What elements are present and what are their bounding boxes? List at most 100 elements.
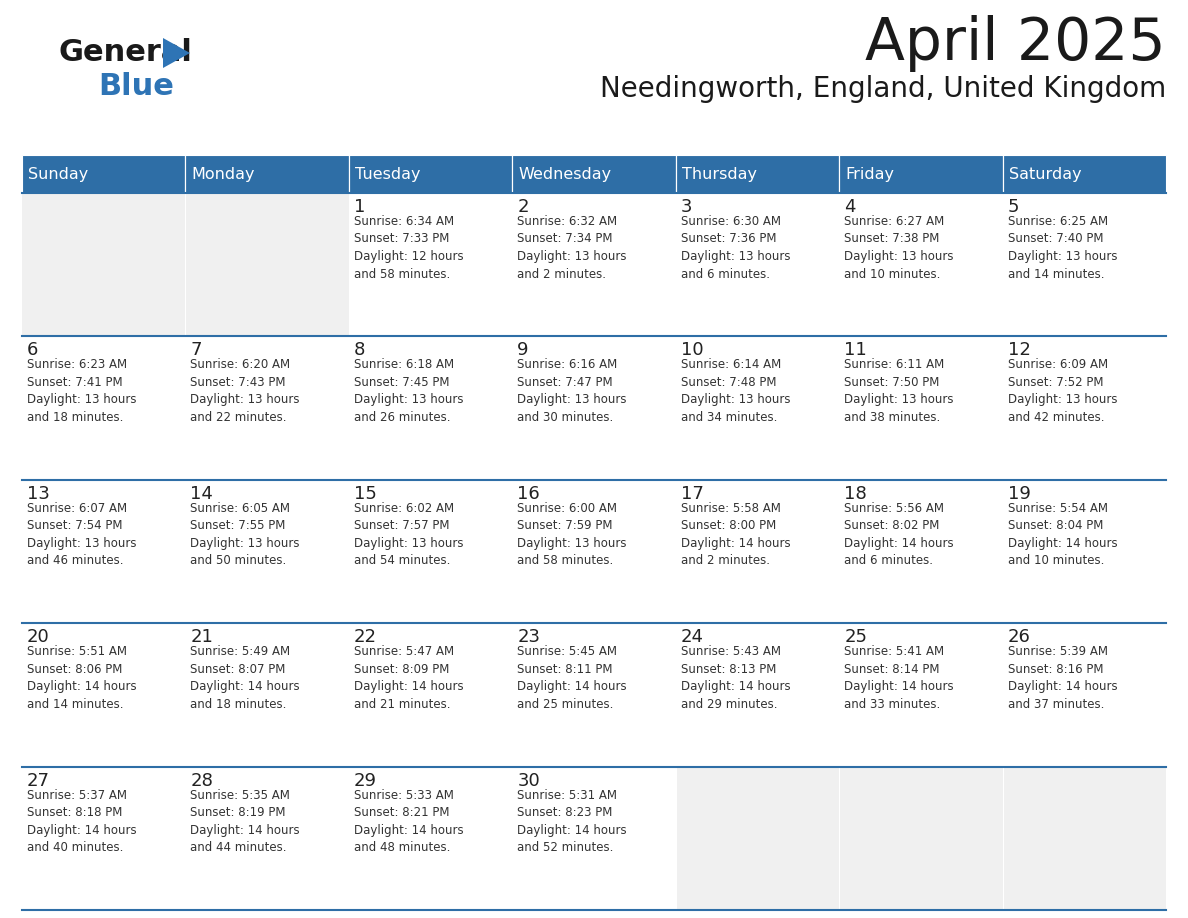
Bar (23, 480, 185, 623)
Bar (349, 155, 512, 193)
Text: 19: 19 (1007, 485, 1030, 503)
Bar (839, 155, 1003, 193)
Text: Sunrise: 6:11 AM
Sunset: 7:50 PM
Daylight: 13 hours
and 38 minutes.: Sunrise: 6:11 AM Sunset: 7:50 PM Dayligh… (845, 358, 954, 424)
Text: 1: 1 (354, 198, 365, 216)
Bar (676, 193, 839, 336)
Bar (185, 623, 349, 767)
Text: 21: 21 (190, 628, 214, 646)
Bar (512, 767, 676, 910)
Text: Wednesday: Wednesday (518, 166, 612, 182)
Text: 18: 18 (845, 485, 867, 503)
Text: 10: 10 (681, 341, 703, 360)
Text: Sunrise: 6:02 AM
Sunset: 7:57 PM
Daylight: 13 hours
and 54 minutes.: Sunrise: 6:02 AM Sunset: 7:57 PM Dayligh… (354, 502, 463, 567)
Text: 25: 25 (845, 628, 867, 646)
Text: Sunrise: 5:56 AM
Sunset: 8:02 PM
Daylight: 14 hours
and 6 minutes.: Sunrise: 5:56 AM Sunset: 8:02 PM Dayligh… (845, 502, 954, 567)
Text: Sunrise: 5:58 AM
Sunset: 8:00 PM
Daylight: 14 hours
and 2 minutes.: Sunrise: 5:58 AM Sunset: 8:00 PM Dayligh… (681, 502, 790, 567)
Bar (512, 155, 676, 193)
Text: 29: 29 (354, 772, 377, 789)
Text: 28: 28 (190, 772, 214, 789)
Text: Sunrise: 5:33 AM
Sunset: 8:21 PM
Daylight: 14 hours
and 48 minutes.: Sunrise: 5:33 AM Sunset: 8:21 PM Dayligh… (354, 789, 463, 854)
Text: Sunrise: 6:05 AM
Sunset: 7:55 PM
Daylight: 13 hours
and 50 minutes.: Sunrise: 6:05 AM Sunset: 7:55 PM Dayligh… (190, 502, 299, 567)
Text: 16: 16 (517, 485, 541, 503)
Text: 22: 22 (354, 628, 377, 646)
Text: Sunrise: 6:09 AM
Sunset: 7:52 PM
Daylight: 13 hours
and 42 minutes.: Sunrise: 6:09 AM Sunset: 7:52 PM Dayligh… (1007, 358, 1117, 424)
Text: 3: 3 (681, 198, 693, 216)
Text: Sunrise: 5:35 AM
Sunset: 8:19 PM
Daylight: 14 hours
and 44 minutes.: Sunrise: 5:35 AM Sunset: 8:19 PM Dayligh… (190, 789, 301, 854)
Bar (676, 336, 839, 480)
Bar (839, 767, 1003, 910)
Text: Sunrise: 6:27 AM
Sunset: 7:38 PM
Daylight: 13 hours
and 10 minutes.: Sunrise: 6:27 AM Sunset: 7:38 PM Dayligh… (845, 215, 954, 281)
Bar (676, 480, 839, 623)
Text: Sunday: Sunday (29, 166, 88, 182)
Bar (1003, 767, 1165, 910)
Bar (676, 767, 839, 910)
Text: 26: 26 (1007, 628, 1030, 646)
Text: Monday: Monday (191, 166, 255, 182)
Text: 12: 12 (1007, 341, 1030, 360)
Text: 8: 8 (354, 341, 365, 360)
Text: Blue: Blue (97, 72, 173, 101)
Text: 4: 4 (845, 198, 855, 216)
Text: Sunrise: 5:41 AM
Sunset: 8:14 PM
Daylight: 14 hours
and 33 minutes.: Sunrise: 5:41 AM Sunset: 8:14 PM Dayligh… (845, 645, 954, 711)
Text: Sunrise: 5:49 AM
Sunset: 8:07 PM
Daylight: 14 hours
and 18 minutes.: Sunrise: 5:49 AM Sunset: 8:07 PM Dayligh… (190, 645, 301, 711)
Bar (349, 767, 512, 910)
Bar (839, 336, 1003, 480)
Bar (185, 155, 349, 193)
Text: Thursday: Thursday (682, 166, 757, 182)
Text: 24: 24 (681, 628, 703, 646)
Text: Sunrise: 6:23 AM
Sunset: 7:41 PM
Daylight: 13 hours
and 18 minutes.: Sunrise: 6:23 AM Sunset: 7:41 PM Dayligh… (27, 358, 137, 424)
Bar (839, 480, 1003, 623)
Text: 2: 2 (517, 198, 529, 216)
Bar (1003, 155, 1165, 193)
Text: 5: 5 (1007, 198, 1019, 216)
Bar (349, 193, 512, 336)
Bar (23, 155, 185, 193)
Bar (349, 480, 512, 623)
Text: Sunrise: 6:18 AM
Sunset: 7:45 PM
Daylight: 13 hours
and 26 minutes.: Sunrise: 6:18 AM Sunset: 7:45 PM Dayligh… (354, 358, 463, 424)
Text: Needingworth, England, United Kingdom: Needingworth, England, United Kingdom (600, 75, 1165, 103)
Bar (839, 193, 1003, 336)
Text: Sunrise: 6:32 AM
Sunset: 7:34 PM
Daylight: 13 hours
and 2 minutes.: Sunrise: 6:32 AM Sunset: 7:34 PM Dayligh… (517, 215, 627, 281)
Text: 30: 30 (517, 772, 541, 789)
Text: General: General (58, 38, 192, 67)
Text: Sunrise: 6:34 AM
Sunset: 7:33 PM
Daylight: 12 hours
and 58 minutes.: Sunrise: 6:34 AM Sunset: 7:33 PM Dayligh… (354, 215, 463, 281)
Text: Sunrise: 5:51 AM
Sunset: 8:06 PM
Daylight: 14 hours
and 14 minutes.: Sunrise: 5:51 AM Sunset: 8:06 PM Dayligh… (27, 645, 137, 711)
Bar (839, 623, 1003, 767)
Text: Sunrise: 6:14 AM
Sunset: 7:48 PM
Daylight: 13 hours
and 34 minutes.: Sunrise: 6:14 AM Sunset: 7:48 PM Dayligh… (681, 358, 790, 424)
Text: Sunrise: 6:30 AM
Sunset: 7:36 PM
Daylight: 13 hours
and 6 minutes.: Sunrise: 6:30 AM Sunset: 7:36 PM Dayligh… (681, 215, 790, 281)
Text: Sunrise: 5:54 AM
Sunset: 8:04 PM
Daylight: 14 hours
and 10 minutes.: Sunrise: 5:54 AM Sunset: 8:04 PM Dayligh… (1007, 502, 1117, 567)
Bar (349, 623, 512, 767)
Text: 11: 11 (845, 341, 867, 360)
Text: 7: 7 (190, 341, 202, 360)
Text: Tuesday: Tuesday (355, 166, 421, 182)
Text: 6: 6 (27, 341, 38, 360)
Bar (1003, 623, 1165, 767)
Text: Sunrise: 6:16 AM
Sunset: 7:47 PM
Daylight: 13 hours
and 30 minutes.: Sunrise: 6:16 AM Sunset: 7:47 PM Dayligh… (517, 358, 627, 424)
Bar (23, 336, 185, 480)
Text: Sunrise: 5:39 AM
Sunset: 8:16 PM
Daylight: 14 hours
and 37 minutes.: Sunrise: 5:39 AM Sunset: 8:16 PM Dayligh… (1007, 645, 1117, 711)
Text: 23: 23 (517, 628, 541, 646)
Text: 17: 17 (681, 485, 703, 503)
Polygon shape (163, 38, 190, 68)
Bar (349, 336, 512, 480)
Text: 27: 27 (27, 772, 50, 789)
Bar (676, 623, 839, 767)
Text: Sunrise: 6:20 AM
Sunset: 7:43 PM
Daylight: 13 hours
and 22 minutes.: Sunrise: 6:20 AM Sunset: 7:43 PM Dayligh… (190, 358, 299, 424)
Text: 20: 20 (27, 628, 50, 646)
Bar (512, 480, 676, 623)
Text: Sunrise: 5:47 AM
Sunset: 8:09 PM
Daylight: 14 hours
and 21 minutes.: Sunrise: 5:47 AM Sunset: 8:09 PM Dayligh… (354, 645, 463, 711)
Bar (1003, 193, 1165, 336)
Bar (185, 193, 349, 336)
Bar (185, 767, 349, 910)
Text: 15: 15 (354, 485, 377, 503)
Text: Sunrise: 6:07 AM
Sunset: 7:54 PM
Daylight: 13 hours
and 46 minutes.: Sunrise: 6:07 AM Sunset: 7:54 PM Dayligh… (27, 502, 137, 567)
Text: Sunrise: 5:45 AM
Sunset: 8:11 PM
Daylight: 14 hours
and 25 minutes.: Sunrise: 5:45 AM Sunset: 8:11 PM Dayligh… (517, 645, 627, 711)
Text: Sunrise: 5:31 AM
Sunset: 8:23 PM
Daylight: 14 hours
and 52 minutes.: Sunrise: 5:31 AM Sunset: 8:23 PM Dayligh… (517, 789, 627, 854)
Text: Friday: Friday (845, 166, 895, 182)
Bar (676, 155, 839, 193)
Text: Sunrise: 6:00 AM
Sunset: 7:59 PM
Daylight: 13 hours
and 58 minutes.: Sunrise: 6:00 AM Sunset: 7:59 PM Dayligh… (517, 502, 627, 567)
Text: Saturday: Saturday (1009, 166, 1081, 182)
Text: Sunrise: 5:37 AM
Sunset: 8:18 PM
Daylight: 14 hours
and 40 minutes.: Sunrise: 5:37 AM Sunset: 8:18 PM Dayligh… (27, 789, 137, 854)
Bar (512, 623, 676, 767)
Bar (23, 623, 185, 767)
